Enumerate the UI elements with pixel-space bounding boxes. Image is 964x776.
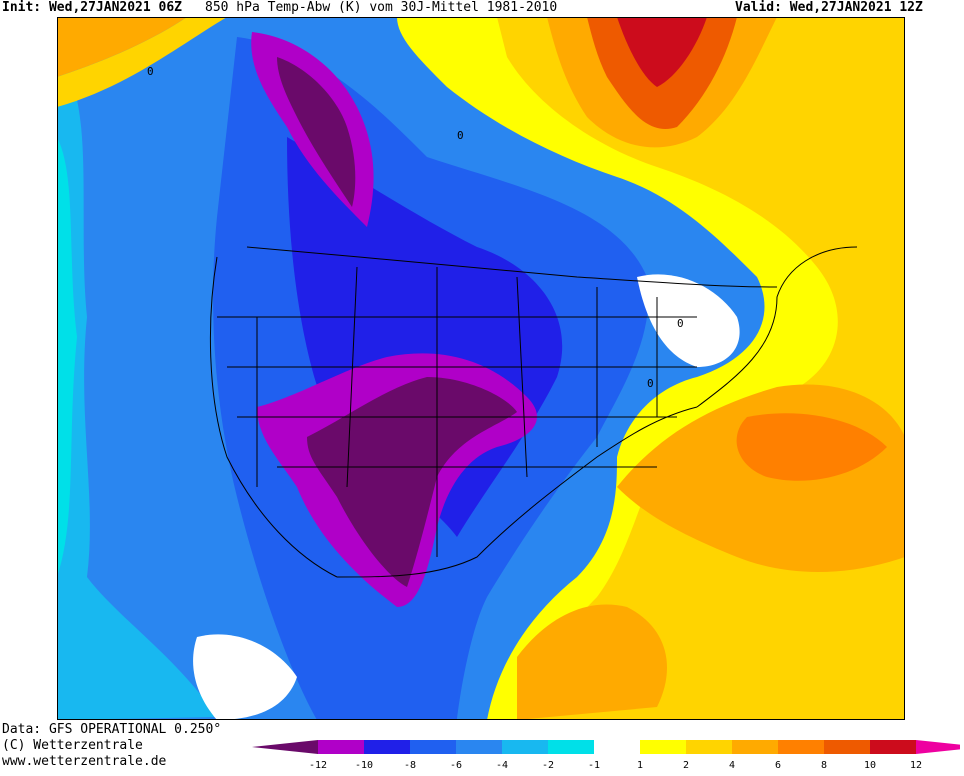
scale-swatch [916, 740, 960, 754]
scale-swatch [594, 740, 640, 754]
scale-swatch [318, 740, 364, 754]
scale-swatch [870, 740, 916, 754]
nw-corner-yellow [57, 17, 227, 107]
scale-label: -10 [355, 760, 373, 771]
west-coast-line [209, 256, 338, 578]
scale-label: -8 [404, 760, 416, 771]
hudson-bay-peak-anomaly [617, 17, 707, 87]
scale-swatch [410, 740, 456, 754]
us-mexico-gulf-line [336, 406, 698, 578]
scale-swatch [824, 740, 870, 754]
pacific-cyan-anomaly [57, 137, 77, 577]
scale-swatch [502, 740, 548, 754]
nw-corner-warm [57, 17, 187, 77]
zero-contour-labels: 0 0 0 0 [147, 65, 684, 390]
us-canada-border [246, 246, 778, 288]
scale-swatch [640, 740, 686, 754]
website-url: www.wetterzentrale.de [2, 754, 167, 769]
scale-swatch [252, 740, 318, 754]
valid-time: Valid: Wed,27JAN2021 12Z [735, 0, 923, 15]
boundaries [209, 246, 858, 578]
scale-label: 8 [821, 760, 827, 771]
copyright: (C) Wetterzentrale [2, 738, 143, 753]
scale-label: -1 [588, 760, 600, 771]
anomaly-map: 0 0 0 0 [57, 17, 905, 720]
great-lakes-neutral [637, 274, 740, 367]
state-lines-horizontal [217, 316, 697, 468]
scale-label: -6 [450, 760, 462, 771]
scale-swatch [548, 740, 594, 754]
map-frame [57, 17, 905, 720]
scale-label: 4 [729, 760, 735, 771]
scale-swatch [364, 740, 410, 754]
east-us-orange-anomaly [736, 413, 887, 481]
map-header: Init: Wed,27JAN2021 06Z 850 hPa Temp-Abw… [0, 0, 964, 16]
state-lines [256, 266, 658, 557]
pacific-light-anomaly [57, 57, 217, 720]
init-time: Init: Wed,27JAN2021 06Z [2, 0, 183, 15]
scale-label: 6 [775, 760, 781, 771]
gulf-mexico-warm-anomaly [517, 604, 667, 720]
scale-label: 2 [683, 760, 689, 771]
scale-swatch [732, 740, 778, 754]
scale-swatch [778, 740, 824, 754]
west-mexico-neutral [193, 634, 297, 720]
scale-label: 1 [637, 760, 643, 771]
scale-swatch [456, 740, 502, 754]
scale-swatch [686, 740, 732, 754]
bc-alberta-extreme-cold-anomaly [277, 57, 356, 207]
contour-label: 0 [677, 317, 684, 330]
rockies-extreme-cold-anomaly [307, 377, 517, 587]
scale-label: -4 [496, 760, 508, 771]
contour-label: 0 [147, 65, 154, 78]
scale-label: 12 [910, 760, 922, 771]
data-source: Data: GFS OPERATIONAL 0.250° [2, 722, 222, 737]
color-scale: -12 -10 -8 -6 -4 -2 -1 1 2 4 6 8 10 12 [252, 740, 960, 771]
east-coast-line [696, 246, 858, 408]
contour-label: 0 [647, 377, 654, 390]
map-title: 850 hPa Temp-Abw (K) vom 30J-Mittel 1981… [205, 0, 558, 15]
scale-label: -12 [309, 760, 327, 771]
scale-label: -2 [542, 760, 554, 771]
scale-label: 10 [864, 760, 876, 771]
contour-label: 0 [457, 129, 464, 142]
